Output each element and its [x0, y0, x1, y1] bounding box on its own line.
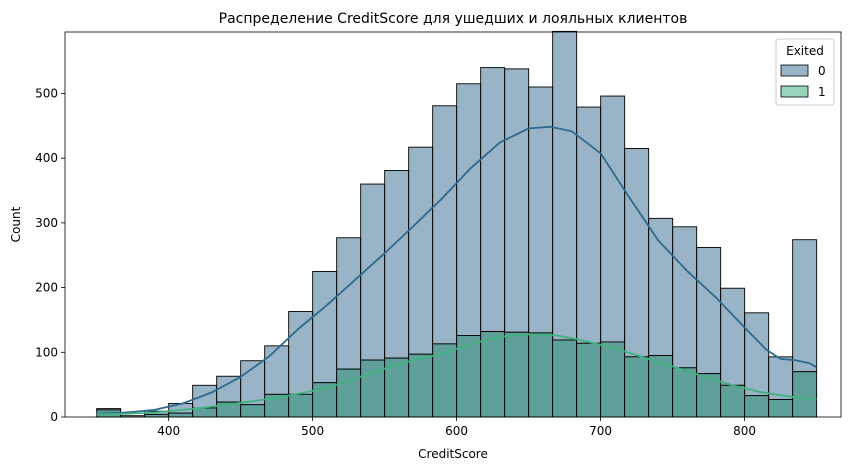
bar-exited-0: [456, 83, 482, 336]
bar-exited-1: [504, 331, 530, 418]
bar-exited-0: [720, 287, 746, 386]
bar-exited-0: [552, 30, 578, 341]
bar-exited-0: [336, 237, 362, 370]
legend-swatch-0: [780, 64, 809, 77]
y-axis: 0 100 200 300 400 500: [35, 86, 65, 424]
bar-exited-0: [288, 311, 314, 395]
bar-exited-0: [432, 105, 458, 345]
kde-layer: [96, 125, 817, 416]
bar-exited-1: [672, 367, 698, 418]
bar-exited-1: [528, 332, 554, 418]
y-tick-label: 300: [35, 216, 58, 230]
y-tick-label: 100: [35, 345, 58, 359]
bar-exited-0: [264, 345, 290, 395]
bar-exited-1: [720, 384, 746, 418]
bar-exited-0: [192, 384, 218, 409]
bars-layer: [96, 30, 818, 418]
y-tick-label: 200: [35, 281, 58, 295]
legend-title: Exited: [786, 44, 824, 58]
bar-exited-0: [480, 67, 506, 333]
bar-exited-0: [576, 106, 602, 344]
bar-exited-0: [312, 270, 338, 384]
bar-exited-1: [576, 342, 602, 418]
bar-exited-0: [744, 312, 770, 397]
bar-exited-0: [384, 170, 410, 359]
bar-exited-1: [336, 368, 362, 418]
bar-exited-1: [168, 412, 194, 418]
bar-exited-1: [360, 359, 386, 418]
legend-label-0: 0: [818, 64, 826, 78]
bar-exited-0: [504, 68, 530, 333]
bar-exited-1: [480, 331, 506, 418]
bar-exited-1: [744, 395, 770, 418]
y-axis-label: Count: [9, 206, 23, 242]
kde-line-exited-1: [96, 333, 817, 416]
x-axis: 400 500 600 700 800: [157, 417, 756, 438]
x-tick-label: 500: [301, 424, 324, 438]
bar-exited-1: [240, 404, 266, 418]
bar-exited-1: [624, 356, 650, 418]
x-tick-label: 800: [733, 424, 756, 438]
bar-exited-1: [288, 393, 314, 418]
x-tick-label: 700: [589, 424, 612, 438]
y-tick-label: 400: [35, 151, 58, 165]
x-tick-label: 600: [445, 424, 468, 438]
bar-exited-0: [696, 247, 722, 375]
x-axis-label: CreditScore: [418, 447, 488, 461]
legend: Exited 0 1: [775, 38, 835, 106]
bar-exited-1: [552, 339, 578, 418]
y-tick-label: 500: [35, 86, 58, 100]
bar-exited-1: [768, 399, 794, 418]
y-tick-label: 0: [50, 410, 58, 424]
bar-exited-1: [600, 341, 626, 418]
legend-label-1: 1: [818, 85, 826, 99]
bar-exited-0: [792, 239, 818, 373]
bar-exited-0: [216, 375, 242, 403]
bar-exited-1: [192, 407, 218, 418]
bar-exited-0: [672, 226, 698, 369]
kde-line-exited-0: [96, 125, 817, 415]
bar-exited-1: [408, 353, 434, 418]
chart-title: Распределение CreditScore для ушедших и …: [219, 11, 688, 27]
bar-exited-0: [600, 95, 626, 343]
x-tick-label: 400: [157, 424, 180, 438]
plot-frame: [64, 31, 842, 418]
bar-exited-1: [792, 371, 818, 418]
legend-swatch-1: [780, 85, 809, 98]
bar-exited-0: [648, 217, 674, 356]
bar-exited-0: [528, 86, 554, 334]
bar-exited-0: [408, 146, 434, 355]
bar-exited-0: [624, 148, 650, 358]
